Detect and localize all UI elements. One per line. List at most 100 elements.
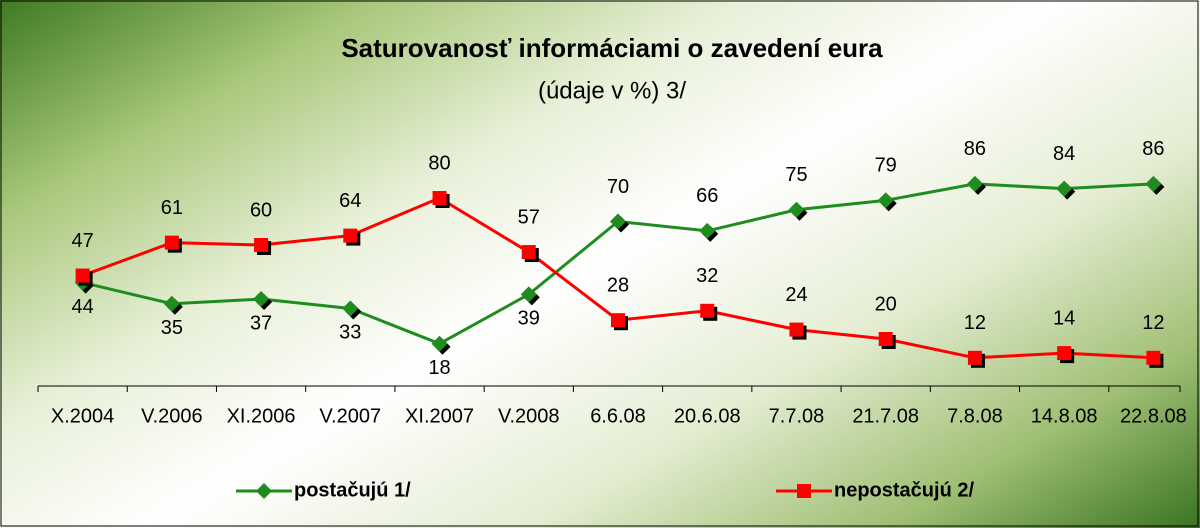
marker-part [163,295,180,312]
marker-part [1146,350,1161,365]
marker-part [1056,180,1073,197]
data-label: 80 [428,152,450,174]
x-tick-label: 6.6.08 [590,405,646,427]
data-label: 44 [71,296,93,318]
marker [342,300,362,320]
x-tick-label: V.2008 [498,405,560,427]
data-label: 33 [339,322,361,344]
marker-part [1057,346,1072,361]
marker-part [699,222,716,239]
marker-part [521,245,536,260]
marker-part [611,313,625,328]
data-label: 75 [785,164,807,186]
marker [788,201,808,221]
marker [877,192,897,212]
x-tick-label: 20.6.08 [674,405,741,427]
x-tick-label: XI.2006 [227,405,296,427]
marker [254,238,272,255]
data-label: 12 [964,312,986,334]
x-tick-label: 22.8.08 [1120,405,1187,427]
marker [610,213,629,233]
x-tick-label: 7.8.08 [947,405,1003,427]
marker-part [878,332,893,346]
marker-part [610,213,626,230]
marker [967,350,985,368]
data-label: 47 [71,230,93,252]
data-label: 61 [161,197,183,219]
marker-part [431,335,448,352]
marker [163,295,183,315]
marker [1146,350,1164,368]
x-tick-label: 7.7.08 [769,405,825,427]
marker [431,335,451,355]
data-label: 18 [428,357,450,379]
legend-label: postačujú 1/ [294,479,411,501]
marker-part [967,350,982,365]
data-label: 64 [339,190,361,212]
marker-part [253,291,270,308]
marker-part [966,175,983,192]
data-label: 14 [1053,307,1075,329]
marker-part [700,303,715,318]
marker-part [789,322,804,337]
marker [521,245,539,263]
x-tick-label: X.2004 [51,405,114,427]
marker-part [343,228,358,243]
data-label: 37 [250,312,272,334]
marker [343,228,361,246]
legend-label: nepostačujú 2/ [834,479,974,501]
data-label: 28 [607,274,629,296]
marker-part [75,268,90,283]
data-label: 12 [1142,312,1164,334]
legend-marker-shape [797,484,811,498]
marker-part [1145,175,1162,192]
data-label: 32 [696,265,718,287]
data-label: 24 [785,284,807,306]
marker-part [788,201,805,218]
marker-part [342,300,359,317]
marker [164,235,182,253]
legend-marker [256,483,272,499]
x-tick-label: 14.8.08 [1031,405,1098,427]
marker [878,332,896,349]
marker [432,191,450,208]
marker-part [432,191,447,205]
data-label: 84 [1053,143,1075,165]
data-label: 20 [875,293,897,315]
marker [611,313,628,331]
marker-part [164,235,179,250]
marker [75,268,93,286]
marker [1145,175,1165,195]
marker [1057,346,1075,364]
data-label: 57 [518,206,540,228]
chart-subtitle: (údaje v %) 3/ [538,77,686,104]
data-label: 86 [1142,138,1164,160]
marker [789,322,807,340]
marker-part [520,286,537,303]
marker [1056,180,1076,200]
legend-marker-shape [256,483,272,499]
x-tick-label: V.2006 [141,405,203,427]
x-tick-label: 21.7.08 [852,405,919,427]
data-label: 35 [161,317,183,339]
x-tick-label: XI.2007 [405,405,474,427]
data-label: 86 [964,138,986,160]
marker-part [254,238,269,252]
marker [700,303,718,321]
data-label: 39 [518,308,540,330]
data-label: 70 [607,176,629,198]
data-label: 79 [875,155,897,177]
marker [699,222,719,242]
marker-part [877,192,894,209]
marker [520,286,540,306]
data-label: 60 [250,199,272,221]
x-tick-label: V.2007 [320,405,382,427]
data-label: 66 [696,185,718,207]
chart-title: Saturovanosť informáciami o zavedení eur… [341,33,883,63]
marker [966,175,986,195]
marker [253,291,273,311]
legend-marker [797,484,811,498]
